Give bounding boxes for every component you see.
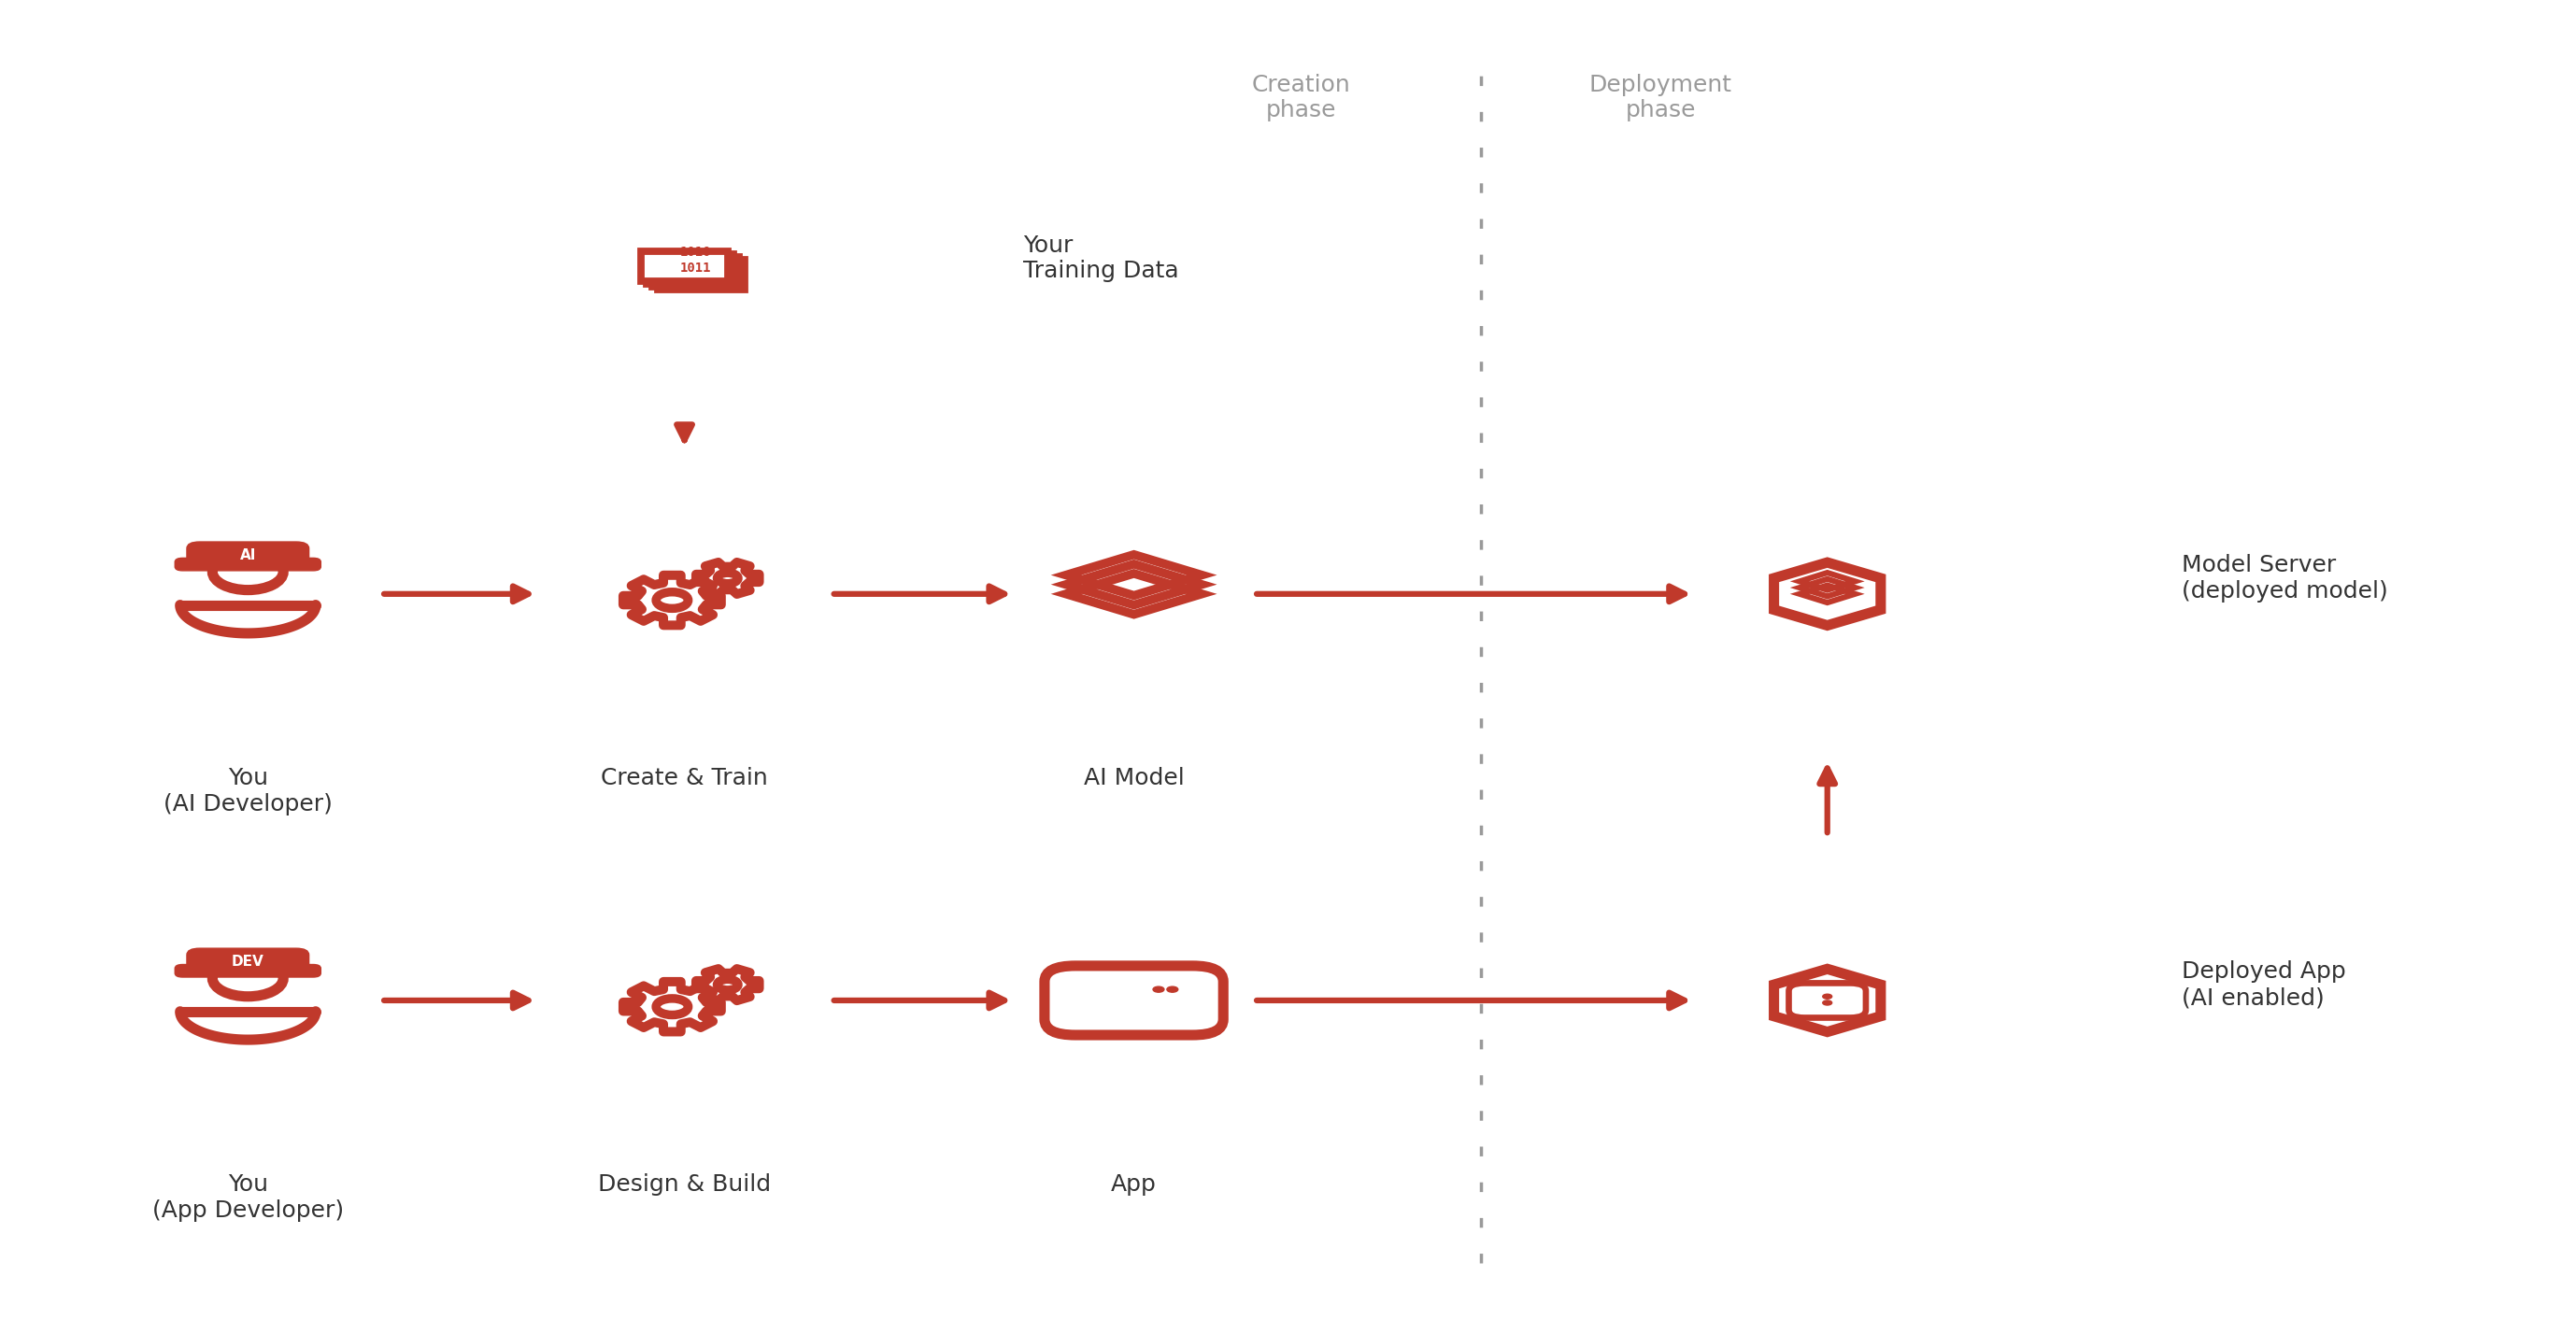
Circle shape: [1824, 1000, 1832, 1005]
Text: AI: AI: [240, 547, 255, 562]
FancyBboxPatch shape: [641, 251, 726, 281]
FancyBboxPatch shape: [652, 257, 739, 286]
FancyBboxPatch shape: [657, 260, 744, 290]
Text: Model Server
(deployed model): Model Server (deployed model): [2182, 554, 2388, 603]
Text: AI Model: AI Model: [1084, 768, 1185, 790]
FancyBboxPatch shape: [647, 255, 734, 284]
FancyBboxPatch shape: [188, 542, 309, 568]
Text: Your
Training Data: Your Training Data: [1023, 233, 1180, 282]
FancyBboxPatch shape: [175, 558, 322, 571]
Text: You
(App Developer): You (App Developer): [152, 1174, 343, 1221]
Text: 1010
1011: 1010 1011: [680, 245, 711, 274]
FancyBboxPatch shape: [188, 948, 309, 975]
Text: Create & Train: Create & Train: [600, 768, 768, 790]
Text: Design & Build: Design & Build: [598, 1174, 770, 1196]
Text: You
(AI Developer): You (AI Developer): [162, 768, 332, 815]
FancyBboxPatch shape: [175, 964, 322, 977]
Circle shape: [1824, 995, 1832, 998]
Text: Deployed App
(AI enabled): Deployed App (AI enabled): [2182, 960, 2347, 1009]
Circle shape: [1167, 987, 1177, 992]
Text: Deployment
phase: Deployment phase: [1589, 74, 1731, 121]
Circle shape: [1154, 987, 1164, 992]
Text: App: App: [1110, 1174, 1157, 1196]
Text: Creation
phase: Creation phase: [1252, 74, 1350, 121]
Text: DEV: DEV: [232, 955, 265, 968]
